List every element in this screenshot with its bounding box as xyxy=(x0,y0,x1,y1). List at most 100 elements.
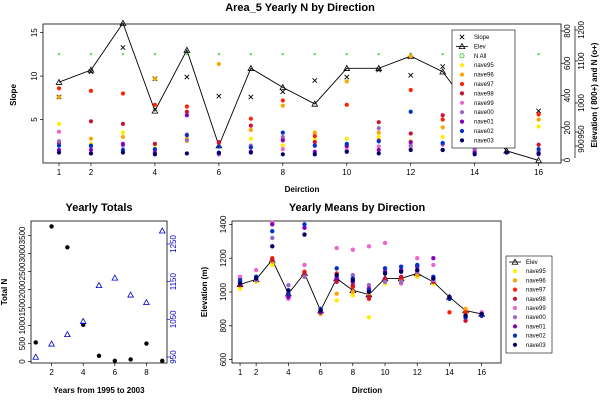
point-nave03-11 xyxy=(376,151,381,156)
point-elev-10 xyxy=(343,64,351,71)
r1-tick-label-200: 200 xyxy=(563,121,572,135)
legend-label-nave01: nave01 xyxy=(526,324,546,330)
point-nave98-15 xyxy=(463,318,468,323)
legend-label-nave98: nave98 xyxy=(526,297,546,303)
point-elev-7 xyxy=(247,64,255,71)
legend-label-slope: Slope xyxy=(474,35,490,41)
top-right-axis-n: 0 200 400 600 800 xyxy=(561,24,572,162)
bl-y-label: Total N xyxy=(0,279,9,306)
x-tick-label-2: 2 xyxy=(254,368,259,377)
point-nave98-5 xyxy=(184,109,189,114)
r1-tick-label-400: 400 xyxy=(563,88,572,102)
legend-marker-nave03 xyxy=(512,342,518,347)
series-nave96 xyxy=(237,259,484,317)
legend-marker-nave02 xyxy=(512,333,518,338)
br-y-label: Elevation (m) xyxy=(200,267,209,318)
legend-marker-nave03 xyxy=(459,138,465,143)
point-nave00-9 xyxy=(366,283,372,288)
point-elev-16 xyxy=(535,156,543,164)
point-nave03-6 xyxy=(216,150,221,155)
r2-tick-label-1000: 1000 xyxy=(577,94,586,112)
r-tick-label-1250: 1250 xyxy=(169,235,178,253)
point-nave02-13 xyxy=(440,140,445,146)
x-tick-label-1: 1 xyxy=(238,368,243,377)
point-nave03-15 xyxy=(504,150,509,155)
point-nave96-4 xyxy=(152,76,158,81)
point-slope-10 xyxy=(344,74,350,80)
point-n-all-5 xyxy=(185,53,189,56)
point-nave98-10 xyxy=(382,276,388,281)
x-tick-label-8: 8 xyxy=(351,368,356,377)
point-nave98-4 xyxy=(152,141,158,146)
point-total-n-9 xyxy=(160,358,165,364)
legend-item-nave00: nave00 xyxy=(512,315,546,321)
point-nave03-10 xyxy=(344,149,349,154)
point-nave01-7 xyxy=(334,276,339,281)
legend-label-nave95: nave95 xyxy=(474,63,494,69)
series-elev xyxy=(236,256,486,317)
point-nave03-9 xyxy=(366,289,372,295)
point-nave95-9 xyxy=(366,315,372,320)
point-nave99-1 xyxy=(237,274,243,279)
top-x-label: Deirction xyxy=(285,185,320,194)
point-nave95-10 xyxy=(344,136,349,141)
point-nave99-2 xyxy=(253,267,259,273)
point-nave02-8 xyxy=(280,130,285,135)
x-tick-label-4: 4 xyxy=(286,368,291,377)
point-nave01-11 xyxy=(376,147,381,153)
point-nave02-1 xyxy=(237,277,243,283)
series-total-n xyxy=(33,224,165,364)
series-line-elev xyxy=(239,259,482,315)
point-nave02-7 xyxy=(334,266,339,271)
point-nave95-8 xyxy=(280,143,285,148)
point-nave98-9 xyxy=(312,140,317,145)
y-tick-label-2500: 2500 xyxy=(18,262,27,280)
point-n-all-2 xyxy=(89,53,93,56)
legend-item-nave01: nave01 xyxy=(459,119,494,126)
point-nave03-13 xyxy=(440,147,445,153)
point-nave02-5 xyxy=(184,133,189,138)
y-tick-label-1200: 1200 xyxy=(219,249,228,267)
legend-item-nave96: nave96 xyxy=(459,72,494,79)
point-n-all-13 xyxy=(441,53,445,56)
point-n-all-1 xyxy=(57,53,61,56)
point-nave02-10 xyxy=(344,141,349,146)
legend-marker-nave97 xyxy=(512,287,518,292)
point-elevation-7 xyxy=(127,291,135,298)
top-legend-items: Slope Elev N All nave95 nave96 nave97 nave98 na… xyxy=(456,34,494,144)
point-nave00-5 xyxy=(184,138,189,143)
r2-tick-label-900: 900 xyxy=(577,139,586,153)
point-elevation-9 xyxy=(158,227,166,234)
x-tick-label-16: 16 xyxy=(534,168,543,177)
point-nave96-12 xyxy=(408,54,413,59)
point-nave00-11 xyxy=(376,126,381,131)
point-slope-16 xyxy=(536,108,542,114)
legend-label-nave95: nave95 xyxy=(526,269,546,275)
point-nave03-1 xyxy=(237,281,243,286)
legend-item-nave96: nave96 xyxy=(512,278,546,284)
point-nave02-11 xyxy=(376,139,381,144)
point-nave97-2 xyxy=(88,88,94,93)
point-nave97-4 xyxy=(152,102,158,107)
point-elev-5 xyxy=(183,46,191,53)
point-slope-7 xyxy=(248,94,254,100)
point-n-all-6 xyxy=(217,53,221,56)
legend-marker-elev xyxy=(458,42,466,50)
legend-marker-nave98 xyxy=(459,91,465,96)
point-nave95-13 xyxy=(440,134,445,140)
legend-label-nave97: nave97 xyxy=(526,288,546,294)
point-nave01-3 xyxy=(120,141,126,146)
legend-marker-slope xyxy=(459,34,465,40)
series-nave98 xyxy=(237,257,484,323)
r2-tick-label-950: 950 xyxy=(577,125,586,139)
legend-item-nave00: nave00 xyxy=(459,110,494,116)
point-total-n-5 xyxy=(96,353,102,358)
point-elevation-3 xyxy=(63,330,71,338)
point-elev-3 xyxy=(119,19,127,26)
point-nave03-14 xyxy=(447,294,452,300)
legend-marker-nave01 xyxy=(512,324,518,329)
point-nave98-8 xyxy=(350,283,356,288)
point-slope-8 xyxy=(280,89,286,95)
